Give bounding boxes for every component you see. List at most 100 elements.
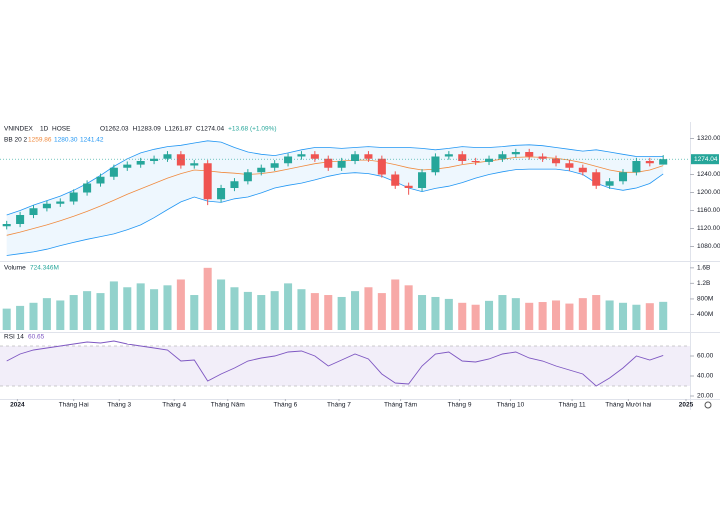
volume-bar bbox=[659, 301, 668, 330]
y-tick-label: 1200.00 bbox=[697, 189, 720, 196]
plot-layer: 1080.00 1120.00 1160.00 1200.00 1240.00 1320.… bbox=[0, 135, 720, 409]
x-tick-label: Tháng 9 bbox=[448, 402, 472, 409]
ohlc-value: +13.68 (+1.09%) bbox=[228, 126, 276, 133]
volume-bar bbox=[618, 302, 628, 330]
volume-bar bbox=[69, 295, 78, 330]
rsi-line bbox=[6, 340, 664, 387]
candle-body bbox=[324, 158, 333, 168]
volume-bar bbox=[444, 298, 453, 330]
y-tick-label: 1080.00 bbox=[697, 243, 720, 250]
bb-middle bbox=[6, 156, 664, 236]
candle-body bbox=[284, 156, 293, 164]
candle-body bbox=[270, 163, 279, 168]
candle-body bbox=[217, 188, 226, 200]
ohlc-value: H1283.09 bbox=[133, 126, 162, 133]
volume-bar bbox=[109, 281, 118, 330]
candle-body bbox=[632, 161, 641, 173]
volume-bar bbox=[324, 295, 333, 330]
settings-icon[interactable] bbox=[704, 401, 712, 409]
candle-body bbox=[592, 172, 601, 186]
candle-body bbox=[538, 156, 547, 159]
volume-label: Volume bbox=[4, 265, 26, 272]
candle-body bbox=[310, 154, 319, 159]
bb-fill bbox=[6, 140, 664, 256]
volume-bar bbox=[16, 305, 25, 330]
candle-body bbox=[163, 154, 172, 159]
volume-bar bbox=[257, 295, 266, 330]
volume-bar bbox=[284, 283, 293, 330]
volume-bar bbox=[364, 287, 373, 330]
bb-middle-value: 1259.86 bbox=[28, 137, 52, 144]
candle-body bbox=[29, 208, 38, 215]
volume-bar bbox=[42, 298, 51, 330]
candle-body bbox=[645, 161, 654, 164]
x-tick-label: Tháng Mười hai bbox=[605, 402, 651, 409]
x-tick-label: Tháng 6 bbox=[273, 402, 297, 409]
bb-lower-value: 1241.42 bbox=[80, 137, 104, 144]
volume-bar bbox=[176, 279, 185, 330]
interval: 1D bbox=[40, 126, 49, 133]
volume-bar bbox=[511, 298, 520, 330]
volume-bar bbox=[351, 291, 360, 330]
volume-bar bbox=[538, 302, 547, 330]
candle-body bbox=[351, 154, 360, 161]
y-tick-label: 800M bbox=[697, 296, 713, 303]
candle-body bbox=[418, 172, 427, 188]
rsi-band bbox=[0, 346, 690, 386]
legend-layer: VNINDEX 1D HOSE BB 20 2 1259.86 1280.30 … bbox=[4, 126, 277, 341]
rsi-value: 60.65 bbox=[28, 334, 45, 341]
x-tick-label: Tháng 7 bbox=[327, 402, 351, 409]
volume-bar bbox=[578, 298, 587, 330]
volume-bar bbox=[605, 300, 614, 330]
x-tick-label: Tháng Hai bbox=[59, 402, 89, 409]
volume-bar bbox=[418, 295, 427, 330]
candle-body bbox=[123, 164, 132, 168]
symbol: VNINDEX bbox=[4, 126, 34, 133]
y-tick-label: 1160.00 bbox=[697, 207, 720, 214]
volume-bar bbox=[83, 291, 92, 330]
ohlc-value: O1262.03 bbox=[100, 126, 129, 133]
x-tick-label: Tháng 10 bbox=[497, 402, 525, 409]
candle-body bbox=[498, 154, 507, 159]
candle-body bbox=[297, 154, 306, 157]
volume-bar bbox=[592, 295, 601, 330]
volume-bar bbox=[471, 304, 480, 330]
candle-body bbox=[458, 154, 467, 161]
y-tick-label: 60.00 bbox=[697, 353, 714, 360]
volume-bar bbox=[458, 302, 467, 330]
volume-bar bbox=[498, 295, 507, 330]
volume-bar bbox=[230, 287, 239, 330]
volume-bar bbox=[391, 279, 400, 330]
y-tick-label: 1.6B bbox=[697, 265, 710, 272]
candle-body bbox=[552, 158, 561, 164]
candle-body bbox=[69, 192, 78, 202]
volume-bar bbox=[150, 289, 159, 330]
candle-body bbox=[337, 161, 346, 168]
candle-body bbox=[150, 158, 159, 161]
volume-bar bbox=[217, 279, 226, 330]
candle-body bbox=[618, 172, 628, 182]
candle-body bbox=[16, 215, 25, 224]
y-tick-label: 40.00 bbox=[697, 373, 714, 380]
candle-body bbox=[391, 174, 400, 186]
volume-bar bbox=[525, 302, 534, 330]
candle-body bbox=[525, 152, 534, 157]
last-price-label: 1274.04 bbox=[694, 156, 718, 163]
candle-body bbox=[109, 167, 118, 177]
volume-bar bbox=[552, 300, 561, 330]
candle-body bbox=[404, 185, 413, 188]
candle-body bbox=[364, 154, 373, 159]
exchange: HOSE bbox=[52, 126, 71, 133]
candle-body bbox=[485, 158, 494, 162]
y-tick-label: 20.00 bbox=[697, 393, 714, 400]
candle-body bbox=[190, 163, 199, 166]
x-tick-label: Tháng Tám bbox=[384, 402, 417, 409]
volume-bar bbox=[29, 302, 38, 330]
y-tick-label: 1320.00 bbox=[697, 135, 720, 142]
x-tick-label: Tháng 11 bbox=[559, 402, 586, 409]
volume-bar bbox=[310, 293, 319, 330]
x-tick-label: Tháng 3 bbox=[107, 402, 131, 409]
volume-bar bbox=[270, 291, 279, 330]
volume-bar bbox=[645, 303, 654, 330]
